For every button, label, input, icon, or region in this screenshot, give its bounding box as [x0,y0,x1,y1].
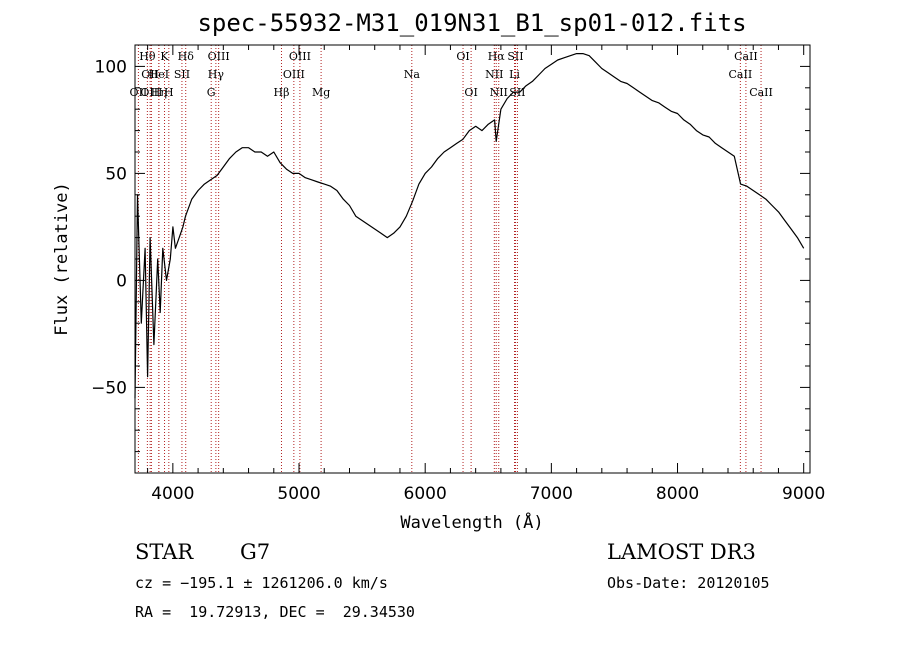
spectral-line-label: Na [404,68,421,81]
spectral-line-label: CaII [729,68,753,81]
axes-layer: 4000 5000 6000 7000 8000 9000 −50 0 50 100 [91,44,825,504]
spectral-line-label: Mg [312,86,330,99]
y-tick-label: 50 [105,164,127,184]
spectral-line-label: Li [509,68,520,81]
spectral-line-label: CaII [734,50,758,63]
survey-name: LAMOST DR3 [607,540,756,564]
y-tick-label: 0 [116,271,127,291]
spectral-line-label: OII [141,68,159,81]
x-tick-label: 5000 [277,484,320,504]
x-tick-label: 8000 [656,484,699,504]
x-axis-label: Wavelength (Å) [400,511,543,533]
spectral-line-label: Hγ [208,68,225,81]
spectral-line-label: Hθ [139,50,156,63]
x-tick-label: 9000 [782,484,825,504]
spectral-line-label: OI [464,86,477,99]
spectral-line-label: NII [490,86,508,99]
y-tick-label: 100 [95,57,127,77]
redshift-info: cz = −195.1 ± 1261206.0 km/s [135,574,388,592]
series-flux-line [134,52,805,399]
subclass: G7 [240,540,271,564]
x-tick-label: 4000 [151,484,194,504]
spectral-line-label: OIII [140,86,162,99]
spectral-line-label: OIII [283,68,305,81]
x-tick-label: 6000 [404,484,447,504]
series-layer [134,52,805,399]
plot-frame [134,44,811,474]
obs-date: Obs-Date: 20120105 [607,574,770,592]
spectral-line-label: OII [130,86,148,99]
y-axis-label: Flux (relative) [52,182,72,336]
spectral-line-label: G [207,86,216,99]
spectral-line-label: OIII [289,50,311,63]
chart-title: spec-55932-M31_019N31_B1_sp01-012.fits [197,9,746,37]
spectral-line-label: SII [174,68,190,81]
object-class: STAR [135,540,194,564]
spectral-line-label: NII [485,68,503,81]
y-tick-label: −50 [91,378,127,398]
spectral-line-label: OIII [208,50,230,63]
spectral-line-label: Hβ [274,86,290,99]
coordinates: RA = 19.72913, DEC = 29.34530 [135,603,415,621]
spectral-line-label: HeI [149,68,169,81]
spectral-line-label: H [164,86,174,99]
spectral-line-label: K [160,50,169,63]
spectral-line-label: Hα [488,50,506,63]
spectral-line-label: Hη [151,86,167,99]
spectral-line-label: Hδ [178,50,195,63]
x-tick-label: 7000 [530,484,573,504]
spectral-line-label: SII [507,50,523,63]
spectral-line-label: OI [456,50,469,63]
spectral-line-label: CaII [749,86,773,99]
